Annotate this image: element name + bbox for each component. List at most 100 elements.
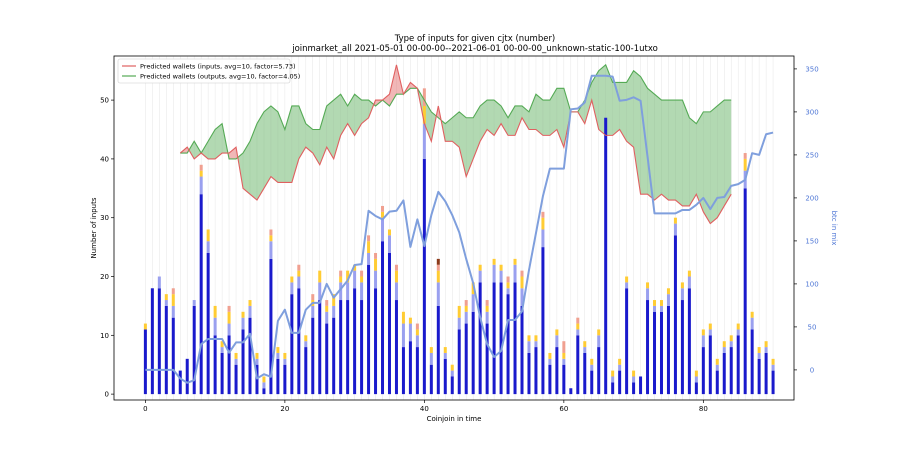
bar-3-22 [297, 264, 301, 271]
bar-3-54 [520, 270, 524, 277]
bar-3-57 [541, 211, 545, 218]
bar-0-30 [353, 288, 357, 395]
fill-segment-71 [675, 100, 683, 206]
bar-1-68 [618, 364, 622, 371]
chart-title: Type of inputs for given cjtx (number) [394, 34, 556, 44]
y2-tick-label-3: 150 [805, 237, 818, 245]
bar-1-82 [715, 364, 719, 371]
y2-tick-label-7: 350 [805, 65, 818, 73]
bar-0-70 [632, 382, 636, 395]
bar-0-76 [673, 235, 677, 395]
series-line-btc-in-mix [145, 74, 774, 384]
bar-2-26 [325, 305, 329, 312]
bar-2-68 [618, 358, 622, 365]
fill-segment-59 [591, 70, 599, 130]
bar-3-12 [227, 305, 231, 312]
fill-segment-61 [605, 64, 613, 136]
bar-2-17 [262, 376, 266, 383]
bar-1-42 [436, 282, 440, 306]
bar-1-69 [625, 282, 629, 289]
bar-2-41 [429, 347, 433, 353]
fill-segment-72 [682, 100, 690, 206]
bar-0-57 [541, 247, 545, 395]
bar-3-32 [367, 235, 371, 242]
bar-2-22 [297, 270, 301, 277]
bar-2-80 [701, 329, 705, 336]
fill-segment-19 [312, 129, 320, 165]
bar-3-18 [269, 229, 273, 236]
bar-1-25 [318, 282, 322, 301]
bar-1-53 [513, 264, 517, 283]
bar-1-58 [548, 358, 552, 365]
bar-2-56 [534, 335, 538, 342]
bar-0-19 [276, 358, 280, 395]
bar-1-10 [213, 317, 217, 336]
bar-1-19 [276, 352, 280, 359]
bar-2-34 [381, 211, 385, 218]
bar-2-15 [248, 300, 252, 306]
y-tick-label-3: 30 [100, 214, 109, 222]
bar-1-72 [646, 288, 650, 301]
bar-0-63 [583, 352, 587, 395]
bar-2-78 [687, 270, 691, 277]
bar-1-48 [478, 270, 482, 283]
fill-segment-11 [256, 111, 264, 201]
bar-2-64 [590, 358, 594, 365]
fill-segment-18 [305, 123, 313, 154]
legend-box [117, 58, 291, 84]
bar-3-31 [360, 270, 364, 277]
bar-2-87 [750, 311, 754, 318]
bar-1-44 [450, 370, 454, 377]
y2-tick-label-0: 0 [810, 366, 814, 374]
bar-2-53 [513, 258, 517, 265]
bar-0-87 [750, 329, 754, 395]
x-tick-label-0: 0 [143, 405, 147, 413]
bar-0-89 [764, 352, 768, 395]
bar-1-88 [757, 352, 761, 359]
bar-0-71 [639, 376, 643, 395]
bar-2-52 [506, 282, 510, 289]
bar-0-39 [415, 347, 419, 395]
bar-1-32 [367, 252, 371, 265]
bar-1-2 [157, 276, 161, 289]
fill-segment-78 [724, 100, 732, 206]
bar-2-13 [234, 352, 238, 359]
bar-0-33 [374, 288, 378, 395]
bar-3-28 [339, 270, 343, 277]
bar-2-83 [722, 341, 726, 348]
y2-tick-label-4: 200 [805, 194, 818, 202]
bar-1-55 [527, 341, 531, 353]
bar-0-18 [269, 258, 273, 395]
bar-2-47 [471, 282, 475, 295]
bar-1-51 [499, 270, 503, 283]
bar-0-53 [513, 282, 517, 395]
y-tick-label-4: 40 [100, 155, 109, 163]
bar-1-41 [429, 352, 433, 365]
bar-2-74 [659, 300, 663, 306]
bar-0-52 [506, 294, 510, 395]
fill-segment-55 [563, 88, 571, 148]
bar-1-89 [764, 347, 768, 353]
y2-tick-label-5: 250 [805, 151, 818, 159]
bar-2-8 [199, 170, 203, 177]
bar-2-57 [541, 217, 545, 230]
bar-0-47 [471, 311, 475, 395]
bar-2-48 [478, 264, 482, 271]
bar-2-21 [290, 276, 294, 283]
bar-1-78 [687, 276, 691, 289]
bar-3-52 [506, 276, 510, 283]
bar-1-35 [387, 235, 391, 253]
axes-frame [113, 55, 795, 401]
series-line-outputs [180, 63, 732, 160]
y2-axis-label: btc in mix [830, 211, 838, 246]
fill-segment-76 [710, 105, 718, 224]
bar-0-75 [666, 305, 670, 395]
fill-segment-50 [528, 94, 536, 130]
bar-1-17 [262, 382, 266, 389]
bar-2-85 [736, 323, 740, 330]
fill-segment-9 [243, 141, 250, 195]
bar-0-22 [297, 288, 301, 395]
bar-1-79 [694, 376, 698, 383]
y2-tick-label-6: 300 [805, 108, 818, 116]
bar-1-9 [206, 241, 210, 253]
